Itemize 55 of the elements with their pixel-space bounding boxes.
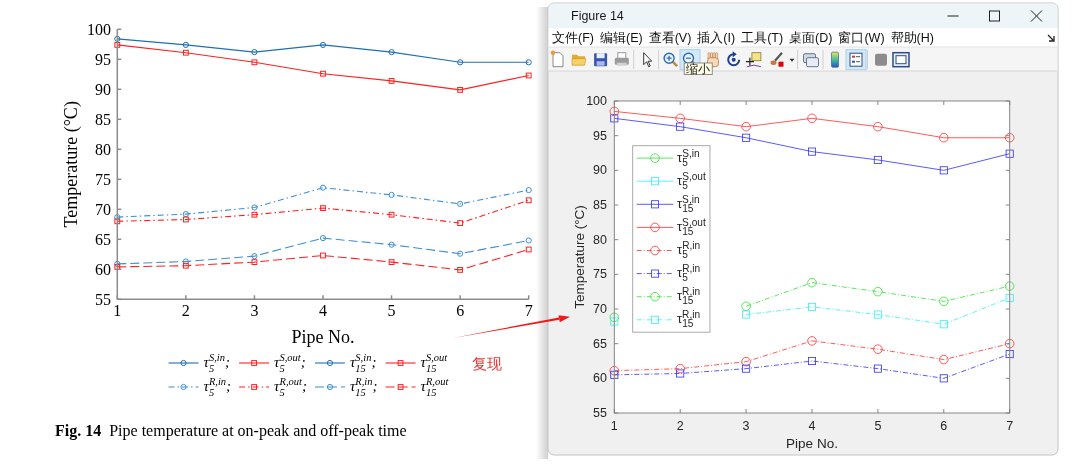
y-tick-label: 70 <box>95 200 111 218</box>
legend-label: τ$_{5}$$^{S,in}$; <box>203 351 230 374</box>
y-tick-label: 65 <box>95 230 111 248</box>
y-tick-label: 95 <box>593 128 608 143</box>
x-tick-label: 4 <box>319 302 327 319</box>
x-tick-label: 5 <box>874 419 882 433</box>
x-tick-label: 7 <box>524 302 533 319</box>
x-tick-label: 6 <box>456 302 465 319</box>
x-tick-label: 3 <box>250 302 259 319</box>
y-tick-label: 90 <box>95 80 111 98</box>
text: 插入(I) <box>697 31 736 45</box>
text: 桌面(D) <box>789 31 833 45</box>
y-tick-label: 60 <box>95 260 111 278</box>
y-tick-label: 80 <box>593 232 608 247</box>
y-tick-label: 80 <box>95 140 111 158</box>
chart-title: Figure 14 <box>571 9 624 23</box>
legend-label: τ$_{15}$$^{R,in}$; <box>349 375 378 398</box>
x-tick-label: 3 <box>742 419 750 433</box>
y-tick-label: 75 <box>95 170 111 188</box>
x-tick-label: 4 <box>808 419 816 433</box>
text: 查看(V) <box>648 31 692 45</box>
caption: Fig. 14 Pipe temperature at on-peak and off-peak time <box>55 422 407 440</box>
y-tick-label: 70 <box>593 302 608 316</box>
text: 窗口(W) <box>838 30 885 45</box>
x-tick-label: 5 <box>387 302 396 319</box>
text: 文件(F) <box>552 31 594 45</box>
x-tick-label: 1 <box>610 419 618 433</box>
legend-label: τ$_{5}$$^{R,out}$; <box>274 375 307 398</box>
y-tick-label: 90 <box>593 163 608 178</box>
legend-label: τ$_{5}$$^{R,in}$; <box>203 375 232 398</box>
y-axis-title: Temperature (°C) <box>571 205 587 309</box>
text: 编辑(E) <box>599 31 643 45</box>
y-tick-label: 95 <box>95 50 111 68</box>
y-tick-label: 55 <box>593 406 608 420</box>
legend-label: τ$_{5}$$^{S,out}$; <box>274 351 306 374</box>
text: 工具(T) <box>741 31 784 45</box>
y-tick-label: 85 <box>95 110 111 128</box>
x-tick-label: 7 <box>1006 419 1014 433</box>
y-tick-label: 100 <box>586 94 608 108</box>
x-axis-title: Pipe No. <box>786 436 838 451</box>
y-tick-label: 65 <box>593 336 608 351</box>
y-tick-label: 100 <box>87 20 111 38</box>
x-tick-label: 1 <box>113 302 122 319</box>
y-axis-title: Temperature (°C) <box>61 101 82 228</box>
text: 帮助(H) <box>890 31 934 45</box>
y-tick-label: 85 <box>593 198 608 212</box>
x-tick-label: 6 <box>940 419 948 433</box>
x-tick-label: 2 <box>181 302 190 319</box>
y-tick-label: 60 <box>593 371 608 386</box>
y-tick-label: 55 <box>95 290 111 308</box>
text: 复现 <box>472 355 502 372</box>
x-axis-title: Pipe No. <box>291 327 355 347</box>
y-tick-label: 75 <box>593 267 608 282</box>
x-tick-label: 2 <box>676 419 684 433</box>
legend-label: τ$_{15}$$^{S,in}$; <box>349 351 377 374</box>
